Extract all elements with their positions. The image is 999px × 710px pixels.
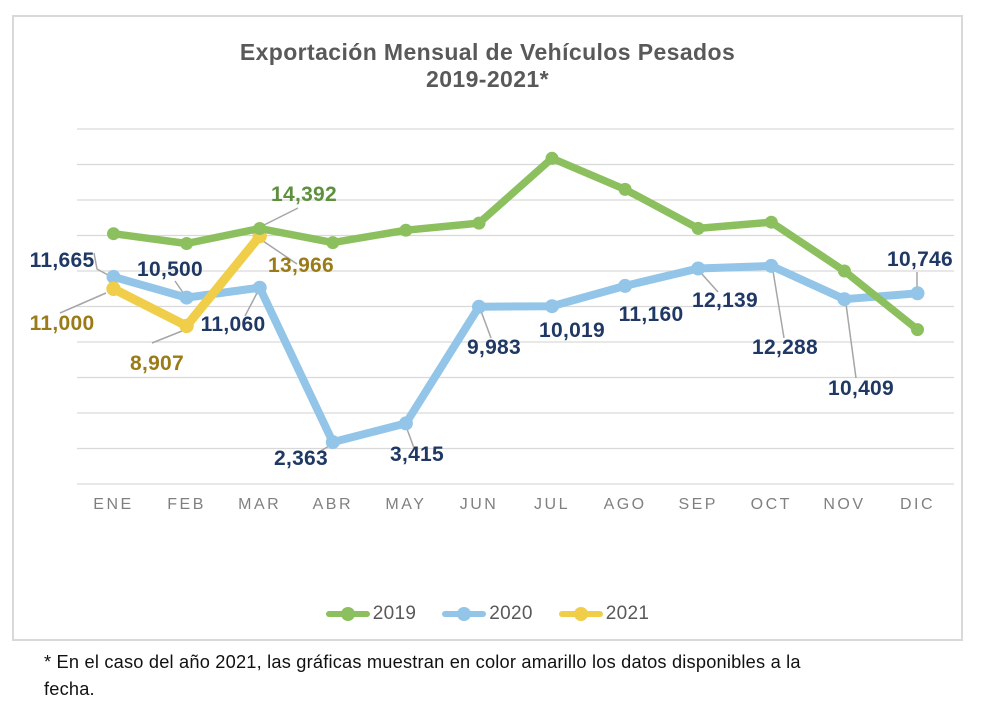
- series-2019-point-JUL: [545, 151, 559, 165]
- x-axis-label-JUN: JUN: [460, 496, 499, 513]
- series-2020-line: [109, 261, 922, 447]
- series-2021-point-ENE: [106, 281, 121, 296]
- x-axis-label-ABR: ABR: [313, 496, 353, 513]
- chart-panel: Exportación Mensual de Vehículos Pesados…: [12, 15, 963, 641]
- chart-title: Exportación Mensual de Vehículos Pesados…: [14, 39, 961, 93]
- value-label-2020-JUL: 10,019: [539, 319, 605, 342]
- x-axis-label-MAY: MAY: [385, 496, 426, 513]
- label-leader-line-2021-1: [151, 330, 183, 344]
- series-2019-point-FEB: [180, 237, 194, 250]
- legend-item-2021: 2021: [558, 603, 650, 625]
- value-label-2020-OCT: 12,288: [752, 336, 818, 359]
- series-2021-point-FEB: [179, 318, 194, 334]
- label-leader-line-2020-9: [772, 270, 785, 339]
- label-leader-line-2020-3: [318, 445, 330, 453]
- footnote-line2: fecha.: [44, 678, 95, 699]
- x-axis-label-MAR: MAR: [238, 496, 281, 513]
- x-axis-label-AGO: AGO: [604, 496, 647, 513]
- series-2019-point-JUN: [472, 216, 486, 230]
- x-axis-label-ENE: ENE: [93, 496, 133, 513]
- value-label-2020-SEP: 12,139: [692, 289, 758, 312]
- legend-marker-2021: [558, 607, 603, 621]
- footnote-line1: * En el caso del año 2021, las gráficas …: [44, 651, 801, 672]
- series-2020-point-MAR: [252, 280, 267, 295]
- series-2019-point-MAY: [399, 223, 413, 237]
- label-leader-line-2020-0: [93, 252, 109, 276]
- value-label-2020-NOV: 10,409: [828, 377, 894, 400]
- label-leader-line-2020-8: [700, 272, 719, 293]
- series-2019-point-MAR: [253, 222, 267, 235]
- series-2019-point-NOV: [837, 264, 851, 278]
- label-leader-line-2020-2: [244, 292, 258, 317]
- line-chart: 14,392 11,665 10,500 11,060 2,363 3,415 9,983 1…: [30, 128, 954, 513]
- value-label-2020-MAR: 11,060: [201, 313, 266, 336]
- legend-marker-2019: [325, 607, 370, 621]
- chart-legend: 2019 2020 2021: [14, 603, 961, 625]
- value-label-2019-MAR: 14,392: [271, 183, 337, 206]
- series-2020-point-ENE: [106, 269, 121, 284]
- legend-marker-dot: [457, 607, 472, 621]
- chart-title-line1: Exportación Mensual de Vehículos Pesados: [239, 39, 736, 65]
- legend-label-2021: 2021: [605, 603, 650, 624]
- series-2020-point-NOV: [837, 292, 852, 307]
- chart-title-line2: 2019-2021*: [426, 66, 549, 92]
- value-label-2020-MAY: 3,415: [390, 443, 444, 466]
- series-2020-point-JUN: [472, 299, 486, 314]
- label-leader-line-2020-10: [845, 303, 857, 379]
- value-label-2020-ENE: 11,665: [30, 249, 95, 272]
- x-axis-label-SEP: SEP: [678, 496, 718, 513]
- series-2020-point-ABR: [325, 435, 340, 450]
- legend-label-2020: 2020: [489, 603, 533, 624]
- label-leader-line-2021-0: [59, 292, 107, 314]
- series-2019-point-DIC: [911, 323, 924, 337]
- x-axis-label-FEB: FEB: [167, 496, 206, 513]
- legend-marker-2020: [442, 607, 487, 621]
- legend-marker-dot: [573, 607, 588, 621]
- x-axis-label-OCT: OCT: [751, 496, 792, 513]
- value-label-2020-FEB: 10,500: [137, 258, 203, 281]
- series-2019-point-SEP: [691, 221, 705, 235]
- value-label-2020-AGO: 11,160: [619, 303, 684, 326]
- legend-item-2019: 2019: [325, 603, 417, 625]
- label-leader-line-2020-5: [480, 310, 492, 339]
- series-2019-point-ENE: [107, 227, 120, 241]
- label-leader-line-2019-2: [263, 207, 299, 226]
- value-label-2021-ENE: 11,000: [30, 312, 95, 335]
- value-label-2020-JUN: 9,983: [467, 336, 521, 359]
- x-axis-label-NOV: NOV: [823, 496, 865, 513]
- legend-label-2019: 2019: [372, 603, 417, 624]
- value-label-2020-DIC: 10,746: [887, 248, 953, 271]
- series-2019-point-AGO: [618, 182, 632, 196]
- x-axis-label-DIC: DIC: [900, 496, 935, 513]
- label-leader-line-2020-4: [406, 428, 415, 449]
- label-leader-line-2020-1: [174, 280, 185, 295]
- series-2020-point-DIC: [910, 286, 925, 301]
- footnote: * En el caso del año 2021, las gráficas …: [44, 648, 801, 702]
- series-2020-point-JUL: [545, 299, 559, 314]
- series-2020-point-OCT: [764, 258, 779, 273]
- label-leader-line-2021-2: [262, 240, 298, 265]
- series-2019-point-ABR: [326, 236, 340, 250]
- value-label-2021-MAR: 13,966: [268, 254, 334, 277]
- legend-item-2020: 2020: [442, 603, 532, 625]
- series-2019-line: [109, 154, 922, 334]
- value-label-2020-ABR: 2,363: [274, 447, 328, 470]
- series-2020-point-FEB: [179, 290, 194, 305]
- legend-marker-dot: [340, 607, 355, 621]
- series-2019-point-OCT: [764, 215, 778, 229]
- series-2020-point-SEP: [691, 261, 706, 276]
- series-2020-point-MAY: [398, 416, 413, 431]
- series-2020-point-AGO: [618, 278, 633, 293]
- x-axis-label-JUL: JUL: [534, 496, 570, 513]
- value-label-2021-FEB: 8,907: [130, 352, 184, 375]
